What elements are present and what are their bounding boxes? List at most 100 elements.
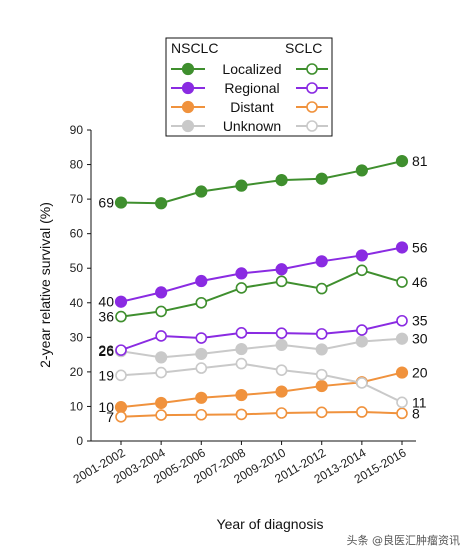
series-line	[120, 269, 403, 318]
start-value-label: 36	[98, 309, 114, 325]
end-value-label: 20	[412, 365, 428, 381]
y-tick-label: 0	[76, 434, 83, 448]
legend-marker-sclc	[306, 82, 318, 94]
data-point	[155, 396, 168, 410]
data-point	[235, 267, 248, 280]
data-point	[315, 343, 328, 356]
legend-marker-sclc	[306, 120, 318, 132]
data-point	[315, 172, 328, 185]
data-point	[235, 342, 248, 356]
data-point	[395, 155, 409, 168]
data-point	[275, 407, 288, 419]
data-point	[155, 351, 168, 364]
data-point	[114, 295, 128, 308]
y-tick-label: 40	[70, 296, 84, 310]
legend-row-localized: Localized	[171, 61, 328, 77]
y-tick-label: 20	[70, 365, 84, 379]
series-line	[120, 337, 403, 359]
legend-marker-sclc	[306, 101, 318, 113]
series-line	[120, 160, 403, 205]
series-nsclc-localized	[114, 155, 409, 210]
series-nsclc-distant	[114, 366, 409, 414]
data-point	[356, 264, 368, 277]
legend-marker-nsclc	[181, 81, 195, 95]
data-point	[115, 411, 127, 423]
series-line	[120, 246, 403, 303]
data-point	[235, 179, 248, 192]
start-value-label: 26	[98, 343, 114, 359]
data-point	[235, 282, 248, 294]
data-point	[115, 310, 127, 323]
legend: NSCLC SCLC Localized Regional Distant Unkno…	[165, 37, 333, 137]
data-point	[275, 338, 288, 352]
data-point	[235, 327, 248, 339]
data-point	[315, 255, 328, 268]
data-point	[355, 164, 368, 177]
x-axis-title: Year of diagnosis	[217, 516, 324, 532]
series-sclc-regional	[115, 314, 408, 356]
data-point	[315, 368, 328, 381]
end-value-label: 81	[412, 153, 428, 169]
y-tick-label: 60	[70, 227, 84, 241]
start-value-label: 40	[98, 294, 114, 310]
data-point	[155, 197, 168, 210]
legend-header-sclc: SCLC	[285, 40, 322, 56]
start-value-label: 19	[98, 367, 114, 383]
data-point	[155, 366, 167, 379]
start-value-label: 10	[98, 399, 114, 415]
data-point	[195, 296, 208, 309]
data-point	[396, 314, 408, 327]
legend-marker-sclc	[306, 63, 318, 75]
data-point	[275, 364, 288, 376]
legend-label: Localized	[222, 61, 281, 77]
data-point	[155, 409, 167, 421]
data-point	[195, 347, 208, 361]
start-value-label: 7	[106, 409, 114, 425]
series-layer	[114, 155, 409, 423]
data-point	[396, 407, 408, 420]
y-tick-label: 10	[70, 399, 84, 413]
data-point	[195, 391, 208, 404]
legend-label: Distant	[230, 99, 274, 115]
data-point	[195, 274, 208, 288]
series-sclc-distant	[115, 406, 408, 423]
end-value-label: 46	[412, 274, 428, 290]
data-point	[355, 335, 368, 348]
data-point	[396, 396, 408, 409]
legend-label: Unknown	[223, 118, 281, 134]
series-sclc-unknown	[115, 357, 408, 409]
data-point	[315, 328, 328, 340]
series-sclc-localized	[115, 264, 408, 323]
series-line	[120, 319, 403, 352]
data-point	[275, 275, 288, 288]
data-point	[275, 327, 288, 339]
data-point	[395, 332, 409, 345]
series-line	[120, 371, 403, 409]
legend-marker-nsclc	[181, 119, 195, 133]
y-tick-label: 30	[70, 330, 84, 344]
data-point	[235, 388, 248, 402]
data-point	[356, 324, 368, 336]
series-line	[120, 362, 403, 404]
end-value-label: 8	[412, 405, 420, 421]
legend-row-regional: Regional	[171, 80, 328, 96]
data-point	[114, 401, 128, 414]
end-value-label: 30	[412, 331, 428, 347]
data-point	[235, 408, 248, 421]
legend-row-distant: Distant	[171, 99, 328, 115]
data-point	[275, 385, 288, 398]
y-tick-label: 80	[70, 158, 84, 172]
data-point	[395, 366, 409, 379]
data-point	[114, 196, 128, 209]
legend-label: Regional	[224, 80, 279, 96]
y-axis-title: 2-year relative survival (%)	[37, 202, 53, 368]
data-point	[195, 408, 208, 421]
data-point	[195, 332, 208, 344]
y-tick-label: 70	[70, 192, 84, 206]
data-point	[315, 406, 328, 419]
data-point	[155, 286, 168, 299]
data-point	[356, 377, 368, 389]
end-value-label: 56	[412, 239, 428, 255]
